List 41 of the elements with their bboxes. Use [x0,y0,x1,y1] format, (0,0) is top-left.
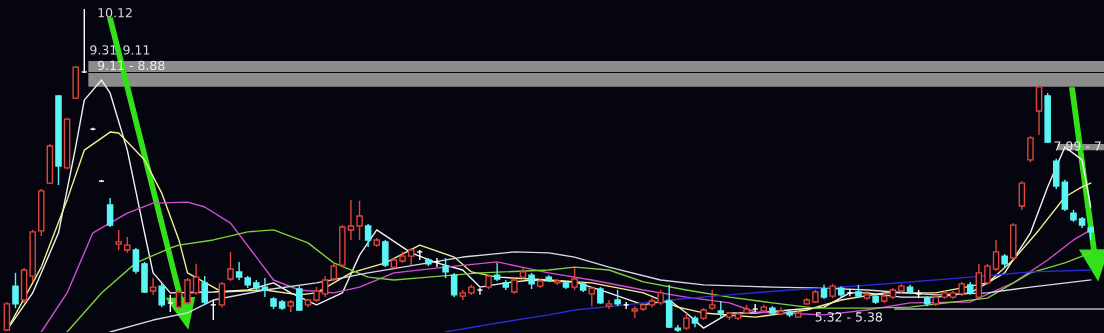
candlestick [571,267,578,291]
candlestick [347,199,355,241]
candlestick [149,277,157,296]
candlestick [442,257,449,279]
annotation: 9.31 [90,45,117,55]
candlestick [450,272,458,298]
candlestick [296,285,303,312]
candlestick [261,277,269,298]
candlestick [622,301,630,310]
candlestick [235,261,243,281]
candlestick [115,229,122,251]
candlestick [476,287,484,296]
candlestick [588,285,596,307]
candlestick [321,275,329,298]
candlestick [12,272,19,309]
candlestick [218,281,226,308]
candlestick [201,275,208,306]
candlestick [192,263,200,296]
candlestick [158,282,165,308]
candlestick [364,223,372,248]
candlestick [132,247,140,275]
candlestick [330,261,338,282]
candlestick [184,277,191,306]
candlestick [106,197,114,228]
candlestick [433,257,441,268]
candlestick [1027,135,1034,163]
annotation: 10.12 [98,8,132,18]
candlestick [382,239,389,268]
candlestick [493,262,501,282]
candlestick [356,200,363,241]
candlestick [984,263,991,286]
candlestick [708,289,716,311]
candlestick [846,288,854,297]
candlestick [81,9,88,74]
candlestick [992,239,1000,272]
candlestick [175,289,183,311]
candlestick [210,299,217,321]
annotation: 9.11 [123,45,150,55]
candlestick [227,251,234,282]
candlestick [1018,180,1026,211]
band-label: 5.32 - 5.38 [815,312,883,322]
